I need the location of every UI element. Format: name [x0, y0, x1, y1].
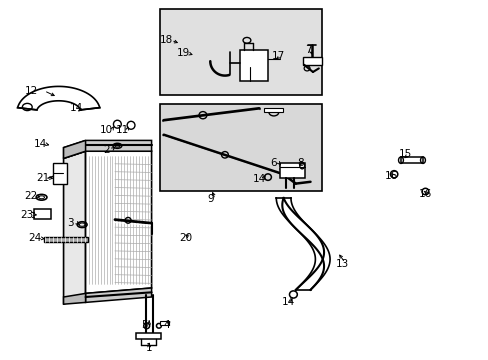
Text: 14: 14 — [69, 103, 83, 113]
Text: 12: 12 — [25, 86, 39, 96]
Text: 2: 2 — [102, 145, 109, 155]
Bar — [239, 50, 267, 81]
Bar — [160, 104, 321, 191]
Text: 8: 8 — [296, 158, 303, 168]
Text: 11: 11 — [115, 125, 129, 135]
Polygon shape — [85, 288, 151, 302]
Text: 13: 13 — [335, 258, 348, 269]
Text: 24: 24 — [28, 233, 42, 243]
Text: 16: 16 — [418, 189, 431, 199]
Text: 5: 5 — [141, 320, 147, 330]
Text: 15: 15 — [398, 149, 412, 159]
Bar — [34, 209, 51, 219]
Text: 14: 14 — [252, 174, 265, 184]
Text: 14: 14 — [33, 139, 47, 149]
Text: 4: 4 — [163, 320, 170, 330]
Text: 20: 20 — [179, 233, 192, 243]
Polygon shape — [85, 151, 151, 293]
Text: 17: 17 — [271, 51, 285, 61]
Bar — [160, 9, 321, 95]
Polygon shape — [63, 293, 85, 304]
Polygon shape — [18, 86, 100, 110]
Polygon shape — [63, 140, 151, 158]
Bar — [44, 237, 88, 242]
Text: 10: 10 — [100, 125, 113, 135]
Text: 3: 3 — [67, 218, 74, 228]
Text: 19: 19 — [176, 48, 190, 58]
Text: 21: 21 — [36, 173, 50, 183]
Text: 7: 7 — [304, 45, 311, 55]
Text: 14: 14 — [281, 297, 295, 307]
Text: 18: 18 — [159, 35, 173, 45]
Text: 23: 23 — [20, 210, 34, 220]
Text: 22: 22 — [24, 191, 38, 201]
Polygon shape — [63, 151, 85, 304]
Bar — [279, 163, 305, 178]
Bar — [53, 163, 66, 184]
Text: 16: 16 — [384, 171, 397, 181]
Text: 1: 1 — [145, 343, 152, 353]
Text: 6: 6 — [270, 158, 277, 168]
Bar — [160, 321, 169, 325]
Polygon shape — [63, 140, 85, 158]
Bar — [303, 57, 321, 65]
Text: 9: 9 — [206, 194, 213, 204]
Bar — [400, 157, 422, 163]
Bar — [264, 108, 282, 112]
Bar — [136, 333, 161, 339]
